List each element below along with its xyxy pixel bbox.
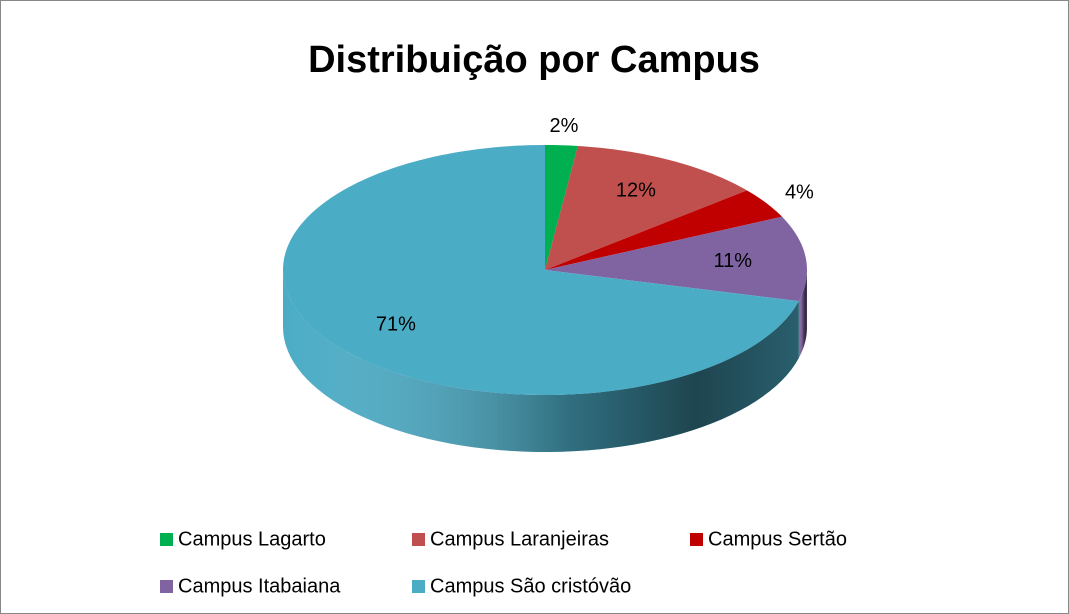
- legend-swatch: [160, 580, 173, 593]
- data-label: 11%: [714, 250, 753, 272]
- legend-swatch: [160, 533, 173, 546]
- legend-label: Campus Laranjeiras: [430, 528, 609, 550]
- legend-label: Campus Itabaiana: [178, 575, 341, 597]
- data-label: 12%: [616, 179, 656, 201]
- legend-swatch: [690, 533, 703, 546]
- slice: [545, 145, 747, 270]
- slice-side-shade: [798, 270, 807, 359]
- slice: [545, 216, 807, 302]
- slice: [545, 145, 578, 270]
- legend-label: Campus Sertão: [708, 528, 847, 550]
- data-label: 71%: [376, 313, 416, 335]
- legend-label: Campus Lagarto: [178, 528, 326, 550]
- slice: [545, 190, 783, 270]
- chart-title: Distribuição por Campus: [308, 39, 760, 81]
- data-label: 4%: [785, 181, 814, 203]
- legend-swatch: [412, 533, 425, 546]
- slice: [283, 145, 799, 395]
- legend-label: Campus São cristóvão: [430, 575, 631, 597]
- slice-side-shade: [283, 270, 799, 452]
- data-label: 2%: [549, 115, 578, 137]
- legend-swatch: [412, 580, 425, 593]
